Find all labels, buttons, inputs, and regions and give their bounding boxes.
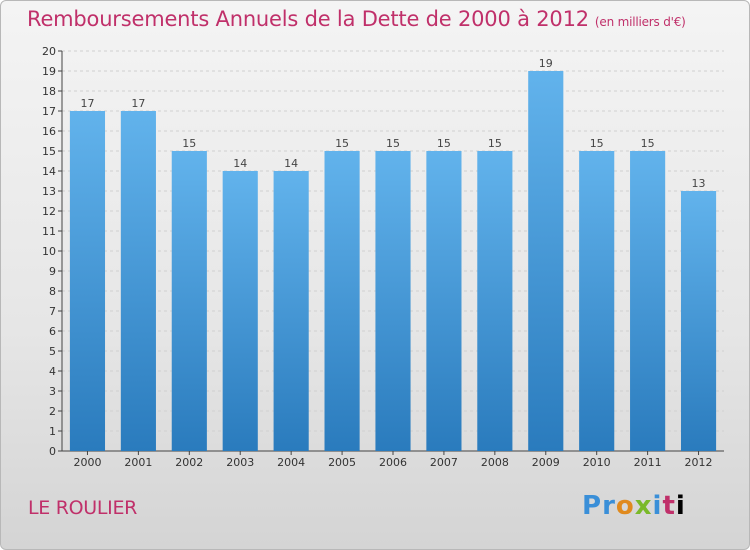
y-tick-label: 17 [42, 105, 56, 118]
y-tick-label: 2 [49, 405, 56, 418]
bar-value-label: 13 [692, 177, 706, 190]
bar [120, 111, 156, 451]
labels: 0123456789101112131415161718192017200017… [42, 45, 713, 469]
x-tick-label: 2003 [226, 456, 254, 469]
bar-value-label: 15 [437, 137, 451, 150]
x-tick-label: 2002 [175, 456, 203, 469]
x-tick-label: 2001 [124, 456, 152, 469]
bar-value-label: 17 [131, 97, 145, 110]
x-tick-label: 2008 [481, 456, 509, 469]
bar-value-label: 15 [386, 137, 400, 150]
logo-letter: P [582, 491, 603, 521]
bar [477, 151, 513, 451]
bar [426, 151, 462, 451]
logo-letter: i [675, 491, 686, 521]
y-tick-label: 7 [49, 305, 56, 318]
bar [171, 151, 207, 451]
bar-value-label: 15 [488, 137, 502, 150]
chart-title-text: Remboursements Annuels de la Dette de 20… [27, 7, 589, 31]
y-tick-label: 1 [49, 425, 56, 438]
bar-value-label: 19 [539, 57, 553, 70]
y-tick-label: 15 [42, 145, 56, 158]
y-tick-label: 3 [49, 385, 56, 398]
bar [528, 71, 564, 451]
logo-letter: r [602, 491, 616, 521]
logo-letter: x [634, 491, 653, 521]
y-tick-label: 16 [42, 125, 56, 138]
bar [680, 191, 717, 451]
x-tick-label: 2012 [685, 456, 713, 469]
logo-letter: t [662, 491, 676, 521]
location-label: LE ROULIER [28, 497, 138, 519]
y-tick-label: 14 [42, 165, 56, 178]
y-tick-label: 20 [42, 45, 56, 58]
bars [69, 71, 717, 451]
bar [630, 151, 666, 451]
proxiti-logo[interactable]: Proxiti [582, 491, 686, 521]
bar [375, 151, 411, 451]
x-tick-label: 2000 [73, 456, 101, 469]
y-tick-label: 4 [49, 365, 56, 378]
bar-value-label: 14 [284, 157, 298, 170]
x-tick-label: 2007 [430, 456, 458, 469]
y-tick-label: 19 [42, 65, 56, 78]
bar-value-label: 15 [641, 137, 655, 150]
y-tick-label: 6 [49, 325, 56, 338]
x-tick-label: 2010 [583, 456, 611, 469]
bar-value-label: 14 [233, 157, 247, 170]
x-tick-label: 2011 [634, 456, 662, 469]
y-tick-label: 9 [49, 265, 56, 278]
y-tick-label: 10 [42, 245, 56, 258]
x-tick-label: 2004 [277, 456, 305, 469]
logo-letter: i [652, 491, 663, 521]
logo-letter: o [615, 491, 635, 521]
x-tick-label: 2005 [328, 456, 356, 469]
bar [579, 151, 615, 451]
bar-value-label: 15 [182, 137, 196, 150]
bar-value-label: 15 [335, 137, 349, 150]
y-tick-label: 8 [49, 285, 56, 298]
y-tick-label: 13 [42, 185, 56, 198]
bar [324, 151, 360, 451]
bar [222, 171, 258, 451]
x-tick-label: 2006 [379, 456, 407, 469]
bar [273, 171, 309, 451]
bar [69, 111, 106, 451]
x-tick-label: 2009 [532, 456, 560, 469]
bar-value-label: 17 [80, 97, 94, 110]
y-tick-label: 18 [42, 85, 56, 98]
bar-value-label: 15 [590, 137, 604, 150]
y-tick-label: 11 [42, 225, 56, 238]
chart-title: Remboursements Annuels de la Dette de 20… [27, 7, 686, 31]
y-tick-label: 0 [49, 445, 56, 458]
y-tick-label: 12 [42, 205, 56, 218]
chart-subtitle: (en milliers d'€) [594, 15, 686, 29]
y-tick-label: 5 [49, 345, 56, 358]
